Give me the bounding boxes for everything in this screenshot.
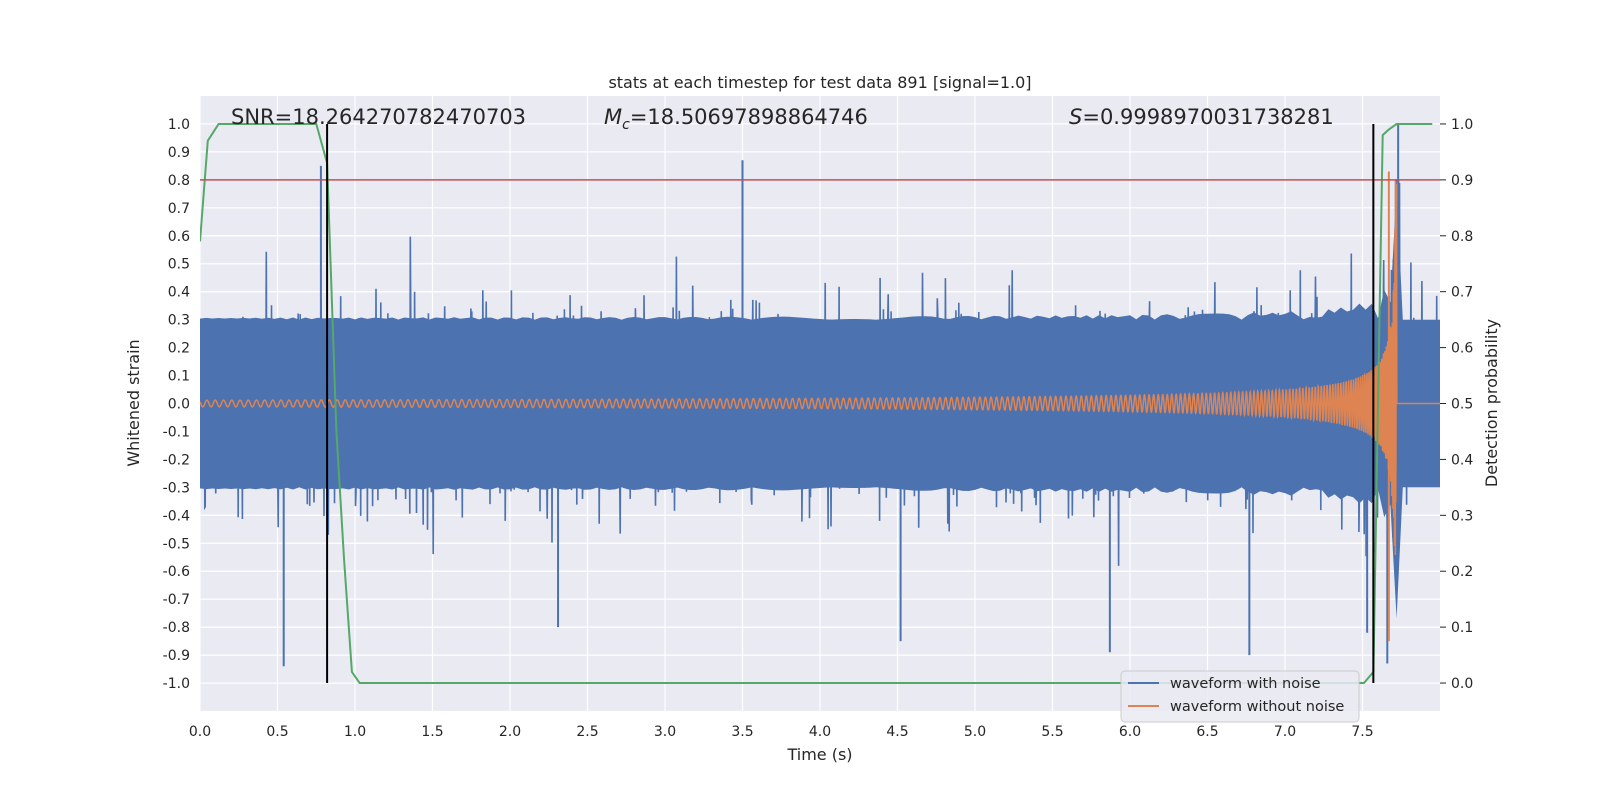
snr-annotation: SNR=18.264270782470703	[231, 105, 526, 129]
x-tick-label: 2.5	[576, 724, 598, 740]
y-axis-label-left: Whitened strain	[124, 339, 143, 466]
y-tick-label-right: 0.2	[1451, 564, 1473, 580]
y-axis-right-ticks: 1.0 0.9 0.8 0.7 0.6 0.5 0.4 0.3 0.2 0.1 0.0	[1440, 117, 1473, 692]
statistic-annotation: S=0.9998970031738281	[1069, 105, 1334, 129]
legend: waveform with noise waveform without noi…	[1120, 670, 1360, 723]
y-tick-label-left: 0.8	[168, 173, 190, 189]
y-tick-label-right: 0.6	[1451, 341, 1473, 357]
x-axis-ticks: 0.0 0.5 1.0 1.5 2.0 2.5 3.0 3.5 4.0 4.5 5.0 5.5 6.0 6…	[189, 724, 1374, 740]
y-tick-label-left: 0.0	[168, 397, 190, 413]
chirp-mass-symbol: M	[604, 105, 622, 129]
legend-box	[1120, 670, 1360, 723]
y-tick-label-left: -0.8	[163, 620, 190, 636]
x-tick-label: 1.5	[421, 724, 443, 740]
y-tick-label-left: 0.4	[168, 285, 190, 301]
y-tick-label-left: 0.5	[168, 257, 190, 273]
y-tick-label-left: -0.9	[163, 648, 190, 664]
y-tick-label-right: 0.4	[1451, 452, 1473, 468]
chirp-mass-subscript: c	[622, 117, 630, 133]
series-detection-probability	[200, 123, 1440, 684]
y-tick-label-left: -0.2	[163, 452, 190, 468]
y-tick-label-left: 0.7	[168, 201, 190, 217]
y-tick-label-left: -0.4	[163, 508, 190, 524]
chirp-mass-annotation: Mc=18.50697898864746	[604, 105, 868, 133]
x-tick-label: 0.5	[266, 724, 288, 740]
y-tick-label-right: 0.0	[1451, 676, 1473, 692]
x-tick-label: 2.0	[499, 724, 521, 740]
x-tick-label: 0.0	[189, 724, 211, 740]
x-axis-label: Time (s)	[786, 745, 852, 764]
y-tick-label-left: -0.7	[163, 592, 190, 608]
series-waveform-without-noise	[200, 171, 1440, 642]
clean-trace	[200, 180, 1440, 555]
statistic-symbol: S	[1069, 105, 1082, 129]
x-tick-label: 4.5	[886, 724, 908, 740]
y-tick-label-right: 0.5	[1451, 397, 1473, 413]
x-tick-label: 5.0	[964, 724, 986, 740]
y-tick-label-left: -0.1	[163, 424, 190, 440]
y-tick-label-right: 0.7	[1451, 285, 1473, 301]
y-tick-label-left: 0.6	[168, 229, 190, 245]
chart-title: stats at each timestep for test data 891…	[608, 73, 1031, 92]
x-tick-label: 7.5	[1351, 724, 1373, 740]
x-tick-label: 6.0	[1119, 724, 1141, 740]
y-tick-label-left: 1.0	[168, 117, 190, 133]
y-tick-label-right: 0.9	[1451, 173, 1473, 189]
y-tick-label-left: 0.9	[168, 145, 190, 161]
x-tick-label: 3.5	[731, 724, 753, 740]
y-tick-label-left: -0.5	[163, 536, 190, 552]
y-tick-label-right: 1.0	[1451, 117, 1473, 133]
x-tick-label: 4.0	[809, 724, 831, 740]
y-tick-label-left: -0.3	[163, 480, 190, 496]
y-tick-label-left: 0.2	[168, 341, 190, 357]
chirp-mass-value: =18.50697898864746	[630, 105, 868, 129]
y-tick-label-left: -0.6	[163, 564, 190, 580]
y-tick-label-right: 0.1	[1451, 620, 1473, 636]
y-tick-label-right: 0.8	[1451, 229, 1473, 245]
x-tick-label: 3.0	[654, 724, 676, 740]
legend-label-with-noise: waveform with noise	[1170, 676, 1321, 692]
y-axis-label-right: Detection probability	[1482, 319, 1501, 487]
y-axis-left-ticks: 1.0 0.9 0.8 0.7 0.6 0.5 0.4 0.3 0.2 0.1 0.0 -0.1 -0.…	[163, 117, 190, 692]
x-tick-label: 1.0	[344, 724, 366, 740]
y-tick-label-left: 0.1	[168, 369, 190, 385]
legend-label-without-noise: waveform without noise	[1170, 699, 1344, 715]
x-tick-label: 5.5	[1041, 724, 1063, 740]
y-tick-label-left: -1.0	[163, 676, 190, 692]
y-tick-label-right: 0.3	[1451, 508, 1473, 524]
y-tick-label-left: 0.3	[168, 313, 190, 329]
probability-line	[200, 123, 1433, 684]
statistic-value: =0.9998970031738281	[1082, 105, 1333, 129]
x-tick-label: 7.0	[1274, 724, 1296, 740]
x-tick-label: 6.5	[1196, 724, 1218, 740]
